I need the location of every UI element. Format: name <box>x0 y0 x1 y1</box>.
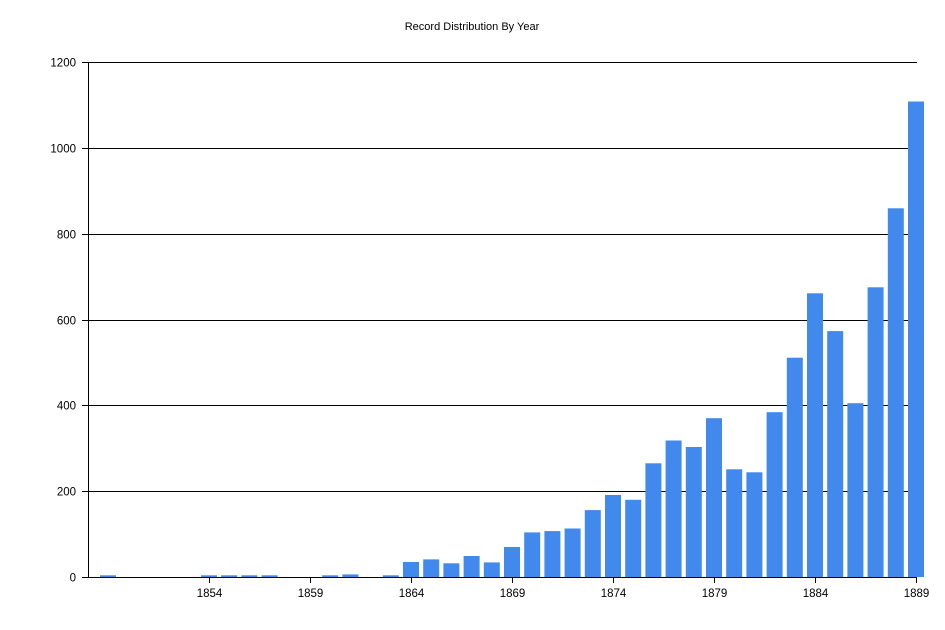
bar <box>443 563 460 577</box>
bar <box>645 463 662 577</box>
y-tick-label: 0 <box>70 573 76 585</box>
bar <box>685 447 702 577</box>
y-tick-label: 1000 <box>50 144 76 156</box>
y-tick-label: 400 <box>57 401 76 413</box>
bar <box>261 575 278 577</box>
x-tick-label: 1884 <box>803 588 829 600</box>
x-tick-label: 1879 <box>702 588 728 600</box>
bar <box>201 575 217 577</box>
bar <box>423 559 440 577</box>
bar <box>665 440 682 577</box>
bar <box>221 575 238 577</box>
bars <box>100 101 924 578</box>
y-tick-label: 600 <box>57 316 76 328</box>
bar <box>322 575 339 577</box>
bar <box>504 547 520 577</box>
bar <box>584 510 601 577</box>
bar <box>827 331 844 577</box>
x-tick-label: 1874 <box>601 588 627 600</box>
bar <box>766 412 783 577</box>
bar <box>847 403 864 577</box>
bar <box>706 418 722 577</box>
bar <box>483 562 500 577</box>
bar <box>100 575 116 577</box>
bar <box>807 293 823 577</box>
bar <box>241 575 258 577</box>
axes <box>88 62 917 578</box>
bar <box>403 562 419 577</box>
bar <box>382 575 399 577</box>
bar <box>544 531 561 577</box>
x-tick-label: 1869 <box>500 588 526 600</box>
bar <box>887 208 904 578</box>
bar <box>625 499 642 578</box>
bar <box>463 556 480 577</box>
bar <box>342 574 359 577</box>
chart-title: Record Distribution By Year <box>405 21 540 33</box>
bar <box>524 532 541 577</box>
x-axis-ticks: 1854 1859 1864 1869 1874 1879 1884 1889 <box>197 577 930 600</box>
bar <box>726 469 743 577</box>
y-tick-label: 200 <box>57 487 76 499</box>
y-tick-label: 1200 <box>50 58 76 70</box>
bar <box>605 495 621 577</box>
bar <box>746 472 763 577</box>
bar <box>908 101 924 577</box>
y-tick-label: 800 <box>57 230 76 242</box>
x-tick-label: 1864 <box>399 588 425 600</box>
bar <box>786 357 803 577</box>
bar <box>564 528 581 577</box>
bar <box>867 287 884 577</box>
x-tick-label: 1859 <box>298 588 324 600</box>
x-tick-label: 1889 <box>904 588 930 600</box>
y-axis-ticks: 0 200 400 600 800 1000 1200 <box>50 58 88 585</box>
x-tick-label: 1854 <box>197 588 223 600</box>
